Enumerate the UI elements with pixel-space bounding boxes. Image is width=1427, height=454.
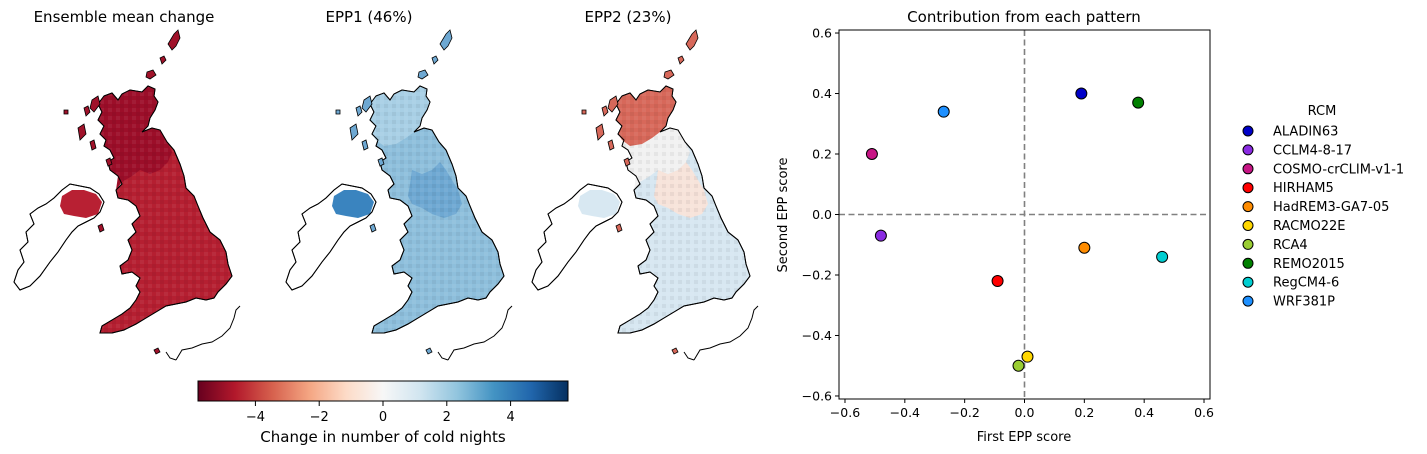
legend-marker — [1242, 182, 1254, 194]
legend-label: HadREM3-GA7-05 — [1273, 200, 1389, 215]
point-cclm4-8-17 — [874, 229, 887, 242]
y-tick-label: 0.0 — [812, 207, 832, 222]
point-cosmo-crclim-v1-1 — [865, 148, 878, 161]
colorbar-tick-label: −2 — [310, 410, 329, 425]
legend-label: RACMO22E — [1273, 219, 1345, 234]
colorbar-label: Change in number of cold nights — [260, 428, 506, 446]
map-title-epp1: EPP1 (46%) — [326, 8, 413, 26]
legend-marker — [1242, 276, 1254, 288]
x-axis-ticks: −0.6 −0.4 −0.2 0.0 0.2 0.4 0.6 — [830, 399, 1214, 420]
map-panel-mean: Ensemble mean change — [13, 8, 241, 361]
legend: RCM ALADIN63 CCLM4-8-17 COSMO-crCLIM-v1-1 H… — [1242, 104, 1404, 310]
legend-item: HIRHAM5 — [1242, 181, 1334, 196]
y-axis-ticks: −0.6 −0.4 −0.2 0.0 0.2 0.4 0.6 — [802, 26, 839, 403]
legend-item: RegCM4-6 — [1242, 276, 1339, 291]
legend-label: ALADIN63 — [1273, 125, 1338, 140]
legend-item: HadREM3-GA7-05 — [1242, 200, 1389, 215]
colorbar-tick-label: 0 — [379, 410, 387, 425]
legend-item: REMO2015 — [1242, 257, 1345, 272]
data-points — [865, 87, 1169, 372]
map-title-epp2: EPP2 (23%) — [585, 8, 672, 26]
y-axis-label: Second EPP score — [776, 158, 791, 273]
x-tick-label: −0.2 — [949, 405, 979, 420]
legend-marker — [1242, 201, 1254, 213]
y-tick-label: 0.2 — [812, 147, 832, 162]
legend-marker — [1242, 125, 1254, 137]
legend-marker — [1242, 163, 1254, 175]
colorbar-bar — [197, 380, 569, 402]
legend-title: RCM — [1308, 104, 1337, 119]
map-panel-epp1: EPP1 (46%) — [285, 8, 513, 361]
legend-item: COSMO-crCLIM-v1-1 — [1242, 162, 1404, 177]
legend-marker — [1242, 257, 1254, 269]
legend-item: ALADIN63 — [1242, 125, 1338, 140]
x-axis-label: First EPP score — [977, 430, 1071, 445]
y-tick-label: 0.4 — [812, 86, 832, 101]
legend-marker — [1242, 295, 1254, 307]
y-tick-label: −0.6 — [802, 388, 832, 403]
legend-items: ALADIN63 CCLM4-8-17 COSMO-crCLIM-v1-1 HIRHA… — [1242, 125, 1404, 310]
point-rca4 — [1012, 359, 1025, 372]
legend-label: REMO2015 — [1273, 257, 1345, 272]
x-tick-label: 0.0 — [1015, 405, 1035, 420]
colorbar-tick-label: 4 — [506, 410, 514, 425]
x-tick-label: 0.2 — [1074, 405, 1094, 420]
colorbar-tick-label: 2 — [443, 410, 451, 425]
point-remo2015 — [1132, 96, 1145, 109]
legend-label: COSMO-crCLIM-v1-1 — [1273, 162, 1404, 177]
point-hadrem3-ga7-05 — [1078, 241, 1091, 254]
reference-lines — [839, 30, 1210, 399]
legend-marker — [1242, 220, 1254, 231]
x-tick-label: −0.4 — [890, 405, 920, 420]
legend-label: RCA4 — [1273, 238, 1308, 253]
legend-label: HIRHAM5 — [1273, 181, 1334, 196]
map-title-mean: Ensemble mean change — [34, 8, 215, 26]
y-tick-label: −0.4 — [802, 328, 832, 343]
scatter-chart: Contribution from each pattern −0.6 −0.4−… — [776, 8, 1214, 445]
point-aladin63 — [1075, 87, 1088, 100]
colorbar: −4 −2 0 2 4 Change in number of cold nights — [197, 380, 569, 446]
point-racmo22e — [1021, 350, 1034, 363]
point-regcm4-6 — [1156, 250, 1169, 263]
x-tick-label: 0.4 — [1134, 405, 1154, 420]
chart-title: Contribution from each pattern — [907, 8, 1141, 26]
legend-item: RCA4 — [1242, 238, 1308, 253]
legend-label: WRF381P — [1273, 295, 1335, 310]
x-tick-label: 0.6 — [1194, 405, 1214, 420]
y-tick-label: 0.6 — [812, 26, 832, 41]
legend-marker — [1242, 238, 1254, 250]
legend-marker — [1242, 144, 1254, 156]
point-hirham5 — [991, 275, 1004, 288]
x-tick-label: −0.6 — [830, 405, 860, 420]
y-tick-label: −0.2 — [802, 267, 832, 282]
legend-item: WRF381P — [1242, 295, 1335, 310]
map-panel-epp2: EPP2 (23%) — [531, 8, 759, 361]
colorbar-tick-label: −4 — [246, 410, 265, 425]
colorbar-ticks: −4 −2 0 2 4 — [246, 401, 515, 425]
legend-item: CCLM4-8-17 — [1242, 143, 1352, 158]
legend-item: RACMO22E — [1242, 219, 1345, 234]
legend-label: CCLM4-8-17 — [1273, 143, 1352, 158]
point-wrf381p — [937, 105, 950, 118]
legend-label: RegCM4-6 — [1273, 276, 1339, 291]
